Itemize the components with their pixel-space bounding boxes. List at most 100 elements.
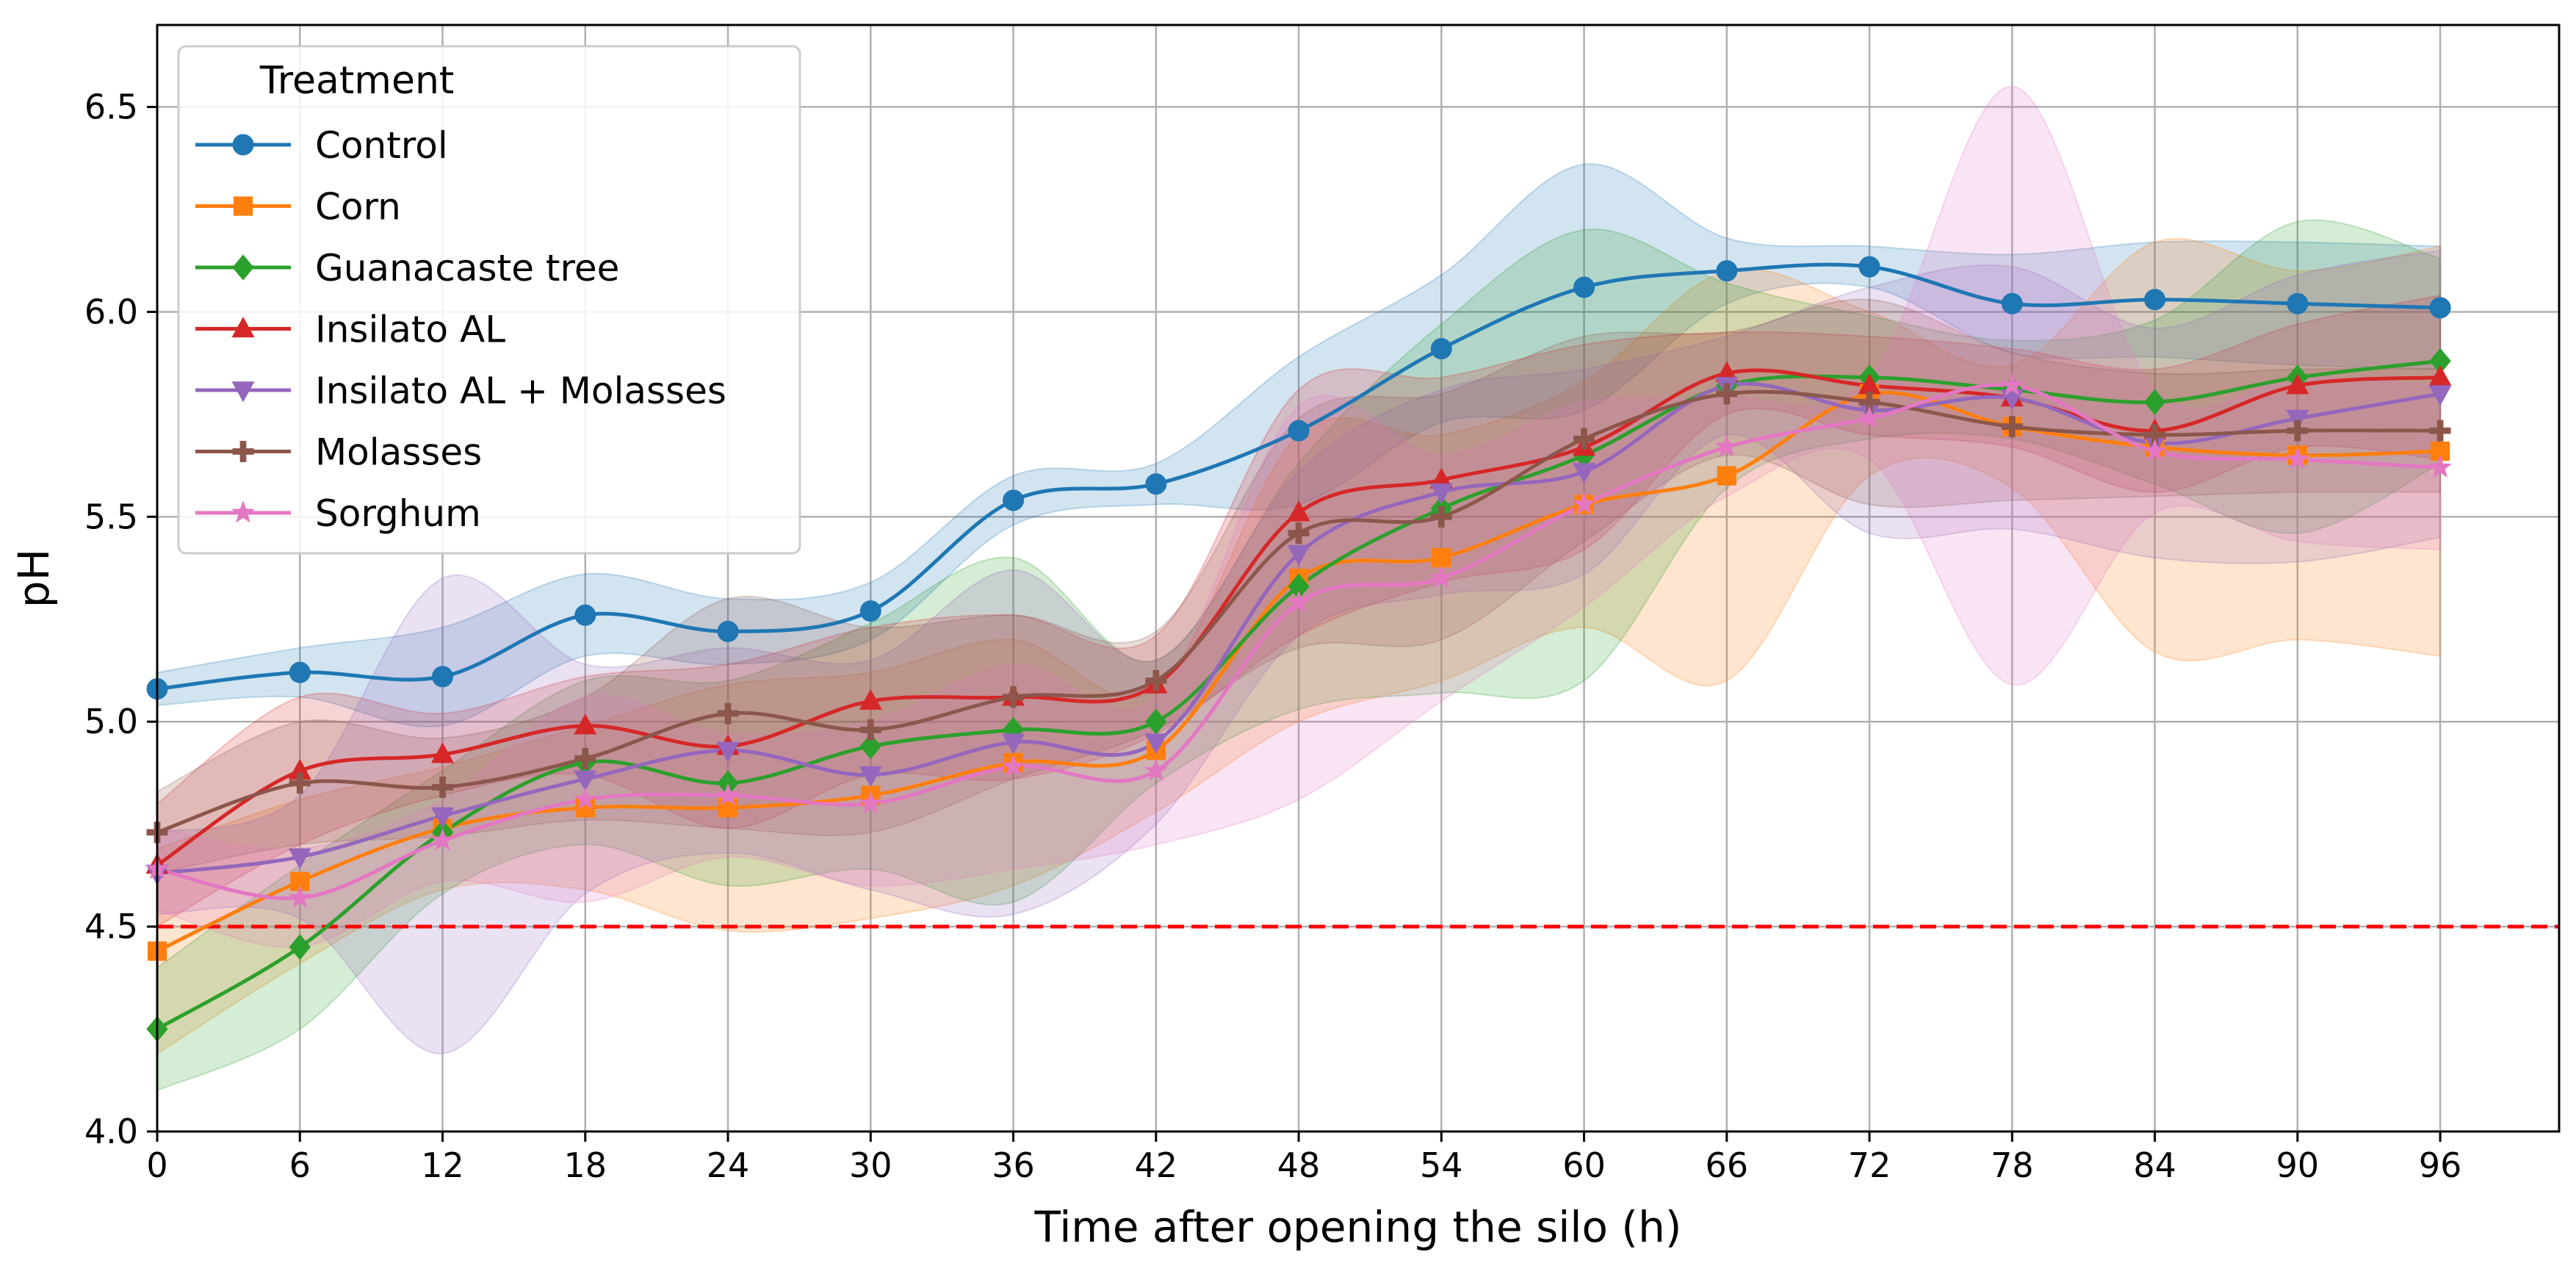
point-control xyxy=(1716,260,1738,282)
point-control xyxy=(2001,292,2023,314)
legend-box xyxy=(177,45,801,555)
point-guanacaste-tree xyxy=(2143,389,2166,415)
point-molasses xyxy=(1716,383,1738,405)
x-tick-label: 36 xyxy=(992,1145,1035,1185)
y-tick-label: 6.0 xyxy=(84,292,138,331)
point-insilato-al-molasses xyxy=(1429,483,1453,505)
point-control xyxy=(1858,256,1880,278)
band-insilato-al-molasses xyxy=(156,249,2442,1055)
point-insilato-al-molasses xyxy=(574,770,597,791)
point-insilato-al-molasses xyxy=(2286,409,2309,431)
legend-title: Treatment xyxy=(259,59,455,103)
x-tick-label: 72 xyxy=(1848,1145,1891,1185)
point-molasses xyxy=(2287,420,2309,442)
legend-label: Molasses xyxy=(315,431,482,474)
legend-item-corn: Corn xyxy=(195,186,401,229)
legend-label: Corn xyxy=(315,186,401,229)
point-sorghum xyxy=(573,787,597,810)
point-sorghum xyxy=(288,885,312,908)
point-insilato-al-molasses xyxy=(1573,463,1596,484)
point-control xyxy=(574,604,596,626)
point-corn xyxy=(1432,548,1451,568)
point-sorghum xyxy=(430,828,455,851)
y-tick-label: 5.0 xyxy=(84,702,138,741)
x-tick-label: 60 xyxy=(1562,1145,1606,1185)
x-tick-label: 96 xyxy=(2419,1145,2462,1185)
point-molasses xyxy=(717,702,739,724)
point-insilato-al-molasses xyxy=(859,766,882,788)
point-control xyxy=(1145,473,1167,495)
point-sorghum xyxy=(2143,439,2167,461)
point-control xyxy=(1288,420,1310,442)
legend-swatch-marker xyxy=(232,134,254,156)
x-tick-label: 30 xyxy=(849,1145,892,1185)
legend-label: Sorghum xyxy=(315,492,481,535)
point-molasses xyxy=(289,772,311,794)
point-control xyxy=(2287,292,2309,314)
point-molasses xyxy=(1288,522,1310,544)
point-insilato-al xyxy=(574,713,597,735)
legend-item-molasses: Molasses xyxy=(195,431,482,474)
band-insilato-al xyxy=(156,294,2442,928)
point-sorghum xyxy=(1714,434,1739,458)
band-guanacaste-tree xyxy=(156,219,2442,1092)
x-tick-label: 48 xyxy=(1277,1145,1321,1185)
point-sorghum xyxy=(715,782,740,806)
point-insilato-al-molasses xyxy=(1287,544,1310,566)
point-sorghum xyxy=(2428,455,2453,478)
point-insilato-al xyxy=(430,742,455,763)
point-insilato-al-molasses xyxy=(716,741,740,763)
x-tick-label: 66 xyxy=(1706,1145,1749,1185)
x-tick-label: 12 xyxy=(421,1145,464,1185)
legend-label: Insilato AL + Molasses xyxy=(315,370,726,412)
legend-item-sorghum: Sorghum xyxy=(195,492,481,535)
point-insilato-al-molasses xyxy=(1144,733,1168,755)
x-axis-title: Time after opening the silo (h) xyxy=(1034,1202,1682,1252)
point-control xyxy=(2429,297,2451,319)
point-molasses xyxy=(1145,669,1167,691)
line-molasses xyxy=(156,389,2441,835)
point-sorghum xyxy=(1001,754,1025,777)
point-molasses xyxy=(1430,505,1452,528)
legend-label: Control xyxy=(315,124,448,167)
point-insilato-al xyxy=(859,688,882,710)
x-tick-label: 90 xyxy=(2276,1145,2320,1185)
point-sorghum xyxy=(859,791,883,814)
point-corn xyxy=(718,798,738,818)
point-control xyxy=(2144,289,2166,311)
point-sorghum xyxy=(1287,590,1311,613)
point-molasses xyxy=(2001,416,2023,438)
point-molasses xyxy=(1858,391,1880,413)
point-sorghum xyxy=(1572,492,1596,515)
point-molasses xyxy=(859,719,881,741)
y-tick-label: 5.5 xyxy=(84,497,138,536)
y-axis-title: pH xyxy=(9,549,59,608)
x-tick-label: 18 xyxy=(563,1145,607,1185)
point-control xyxy=(1573,276,1595,298)
point-molasses xyxy=(2429,420,2451,442)
legend-item-insilato-al: Insilato AL xyxy=(195,309,505,351)
point-sorghum xyxy=(1429,566,1454,589)
legend: Treatment Control Corn Guanacaste tree Insil… xyxy=(177,45,801,555)
x-tick-label: 6 xyxy=(289,1145,311,1185)
point-control xyxy=(289,661,311,683)
plot-frame xyxy=(156,24,2561,1133)
y-tick-label: 4.0 xyxy=(84,1112,138,1151)
x-tick-label: 84 xyxy=(2133,1145,2176,1185)
y-tick-label: 6.5 xyxy=(84,87,138,127)
point-sorghum xyxy=(1144,758,1168,781)
legend-label: Insilato AL xyxy=(315,309,505,351)
point-insilato-al-molasses xyxy=(2428,385,2452,406)
point-sorghum xyxy=(2000,373,2024,396)
x-tick-label: 54 xyxy=(1420,1145,1463,1185)
legend-item-guanacaste-tree: Guanacaste tree xyxy=(195,247,619,289)
point-corn xyxy=(1717,466,1736,486)
y-tick-label: 4.5 xyxy=(84,907,138,946)
point-sorghum xyxy=(2285,447,2309,469)
point-molasses xyxy=(574,747,596,769)
point-insilato-al-molasses xyxy=(1001,733,1025,755)
band-corn xyxy=(156,238,2442,1055)
point-control xyxy=(1003,489,1025,511)
point-control xyxy=(859,600,881,622)
point-molasses xyxy=(432,776,454,798)
